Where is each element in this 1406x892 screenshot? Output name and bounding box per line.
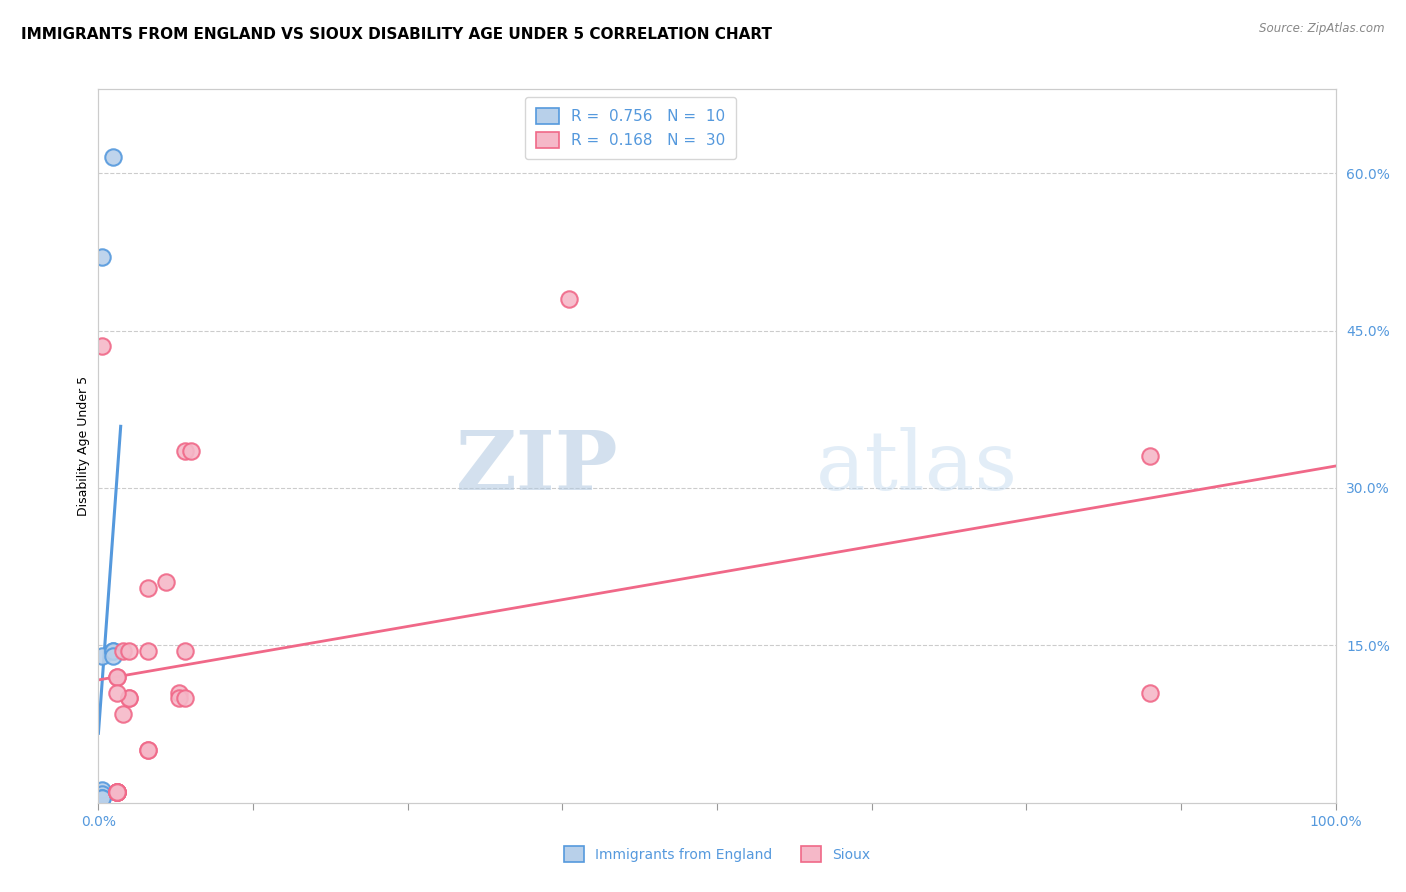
Point — [557, 292, 579, 306]
Point — [91, 648, 114, 663]
Point — [112, 643, 135, 657]
Point — [91, 790, 114, 805]
Point — [91, 790, 114, 805]
Point — [112, 706, 135, 721]
Point — [105, 685, 128, 699]
Point — [105, 785, 128, 799]
Point — [105, 785, 128, 799]
Point — [136, 643, 159, 657]
Text: atlas: atlas — [815, 427, 1018, 508]
Point — [103, 150, 125, 164]
Point — [174, 444, 197, 458]
Point — [105, 785, 128, 799]
Point — [180, 444, 202, 458]
Text: ZIP: ZIP — [456, 427, 619, 508]
Point — [91, 250, 114, 264]
Point — [105, 785, 128, 799]
Point — [103, 643, 125, 657]
Point — [103, 648, 125, 663]
Point — [174, 690, 197, 705]
Point — [118, 643, 141, 657]
Point — [118, 690, 141, 705]
Point — [105, 670, 128, 684]
Point — [91, 783, 114, 797]
Point — [91, 788, 114, 802]
Point — [105, 785, 128, 799]
Point — [105, 785, 128, 799]
Point — [105, 670, 128, 684]
Point — [136, 743, 159, 757]
Point — [91, 339, 114, 353]
Y-axis label: Disability Age Under 5: Disability Age Under 5 — [77, 376, 90, 516]
Point — [167, 685, 190, 699]
Text: IMMIGRANTS FROM ENGLAND VS SIOUX DISABILITY AGE UNDER 5 CORRELATION CHART: IMMIGRANTS FROM ENGLAND VS SIOUX DISABIL… — [21, 27, 772, 42]
Point — [174, 643, 197, 657]
Point — [155, 575, 177, 590]
Point — [118, 690, 141, 705]
Point — [136, 581, 159, 595]
Point — [105, 785, 128, 799]
Point — [1139, 685, 1161, 699]
Text: Source: ZipAtlas.com: Source: ZipAtlas.com — [1260, 22, 1385, 36]
Point — [136, 743, 159, 757]
Legend: Immigrants from England, Sioux: Immigrants from England, Sioux — [558, 841, 876, 867]
Point — [103, 643, 125, 657]
Point — [1139, 450, 1161, 464]
Point — [167, 690, 190, 705]
